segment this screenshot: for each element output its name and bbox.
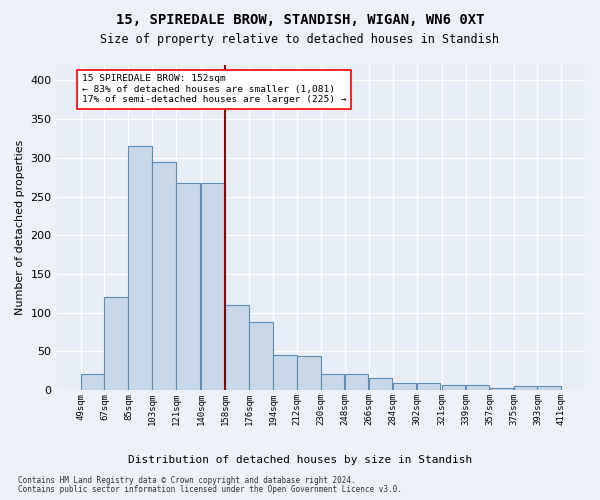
Bar — [514, 386, 537, 390]
Bar — [538, 386, 561, 390]
Text: Size of property relative to detached houses in Standish: Size of property relative to detached ho… — [101, 32, 499, 46]
Bar — [416, 383, 440, 390]
Bar — [176, 184, 200, 390]
Bar — [345, 374, 368, 390]
Bar — [442, 384, 466, 390]
Text: Contains public sector information licensed under the Open Government Licence v3: Contains public sector information licen… — [18, 485, 402, 494]
Bar — [490, 388, 513, 390]
Bar — [80, 374, 104, 390]
Bar — [202, 184, 225, 390]
Bar — [392, 383, 416, 390]
Bar — [249, 322, 273, 390]
Bar — [321, 374, 344, 390]
Text: Contains HM Land Registry data © Crown copyright and database right 2024.: Contains HM Land Registry data © Crown c… — [18, 476, 356, 485]
Y-axis label: Number of detached properties: Number of detached properties — [15, 140, 25, 315]
Bar — [152, 162, 176, 390]
Text: 15, SPIREDALE BROW, STANDISH, WIGAN, WN6 0XT: 15, SPIREDALE BROW, STANDISH, WIGAN, WN6… — [116, 12, 484, 26]
Bar — [369, 378, 392, 390]
Bar — [466, 386, 489, 390]
Bar — [104, 297, 128, 390]
Bar — [128, 146, 152, 390]
Bar — [273, 355, 296, 390]
Bar — [297, 356, 320, 390]
Text: 15 SPIREDALE BROW: 152sqm
← 83% of detached houses are smaller (1,081)
17% of se: 15 SPIREDALE BROW: 152sqm ← 83% of detac… — [82, 74, 346, 104]
Text: Distribution of detached houses by size in Standish: Distribution of detached houses by size … — [128, 455, 472, 465]
Bar — [226, 305, 249, 390]
